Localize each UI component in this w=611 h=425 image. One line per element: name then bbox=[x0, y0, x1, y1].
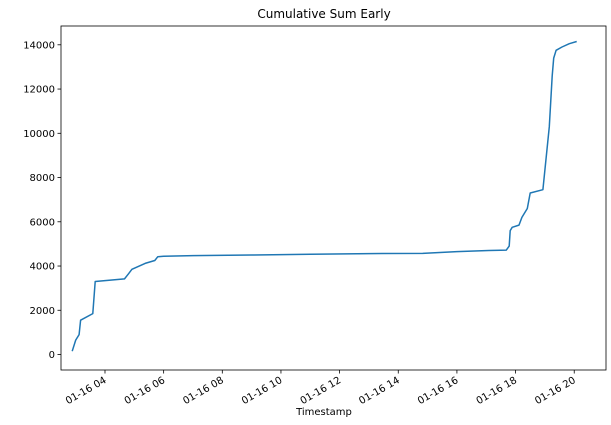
x-tick-label: 01-16 18 bbox=[475, 375, 519, 407]
plot-area: 0 2000 4000 6000 8000 10000 12000 14000 01-16 04… bbox=[23, 25, 607, 407]
y-tick-label: 2000 bbox=[30, 306, 55, 317]
y-tick-label: 4000 bbox=[30, 262, 55, 273]
x-tick-label: 01-16 12 bbox=[299, 375, 343, 407]
x-tick-label: 01-16 06 bbox=[123, 375, 167, 407]
x-tick-label: 01-16 10 bbox=[240, 375, 284, 407]
x-axis-label: Timestamp bbox=[295, 407, 352, 418]
y-tick-label: 0 bbox=[49, 350, 55, 361]
plot-frame bbox=[60, 25, 607, 371]
y-tick-label: 10000 bbox=[23, 129, 55, 140]
x-tick-label: 01-16 04 bbox=[64, 375, 108, 407]
x-tick-label: 01-16 20 bbox=[533, 375, 577, 407]
chart-title: Cumulative Sum Early bbox=[257, 7, 390, 21]
y-tick-label: 6000 bbox=[30, 217, 55, 228]
y-tick-label: 8000 bbox=[30, 173, 55, 184]
y-tick-label: 12000 bbox=[23, 85, 55, 96]
y-tick-label: 14000 bbox=[23, 40, 55, 51]
x-tick-label: 01-16 08 bbox=[181, 375, 225, 407]
x-tick-label: 01-16 16 bbox=[416, 375, 460, 407]
x-tick-label: 01-16 14 bbox=[357, 375, 401, 407]
series-line-0 bbox=[71, 40, 577, 352]
